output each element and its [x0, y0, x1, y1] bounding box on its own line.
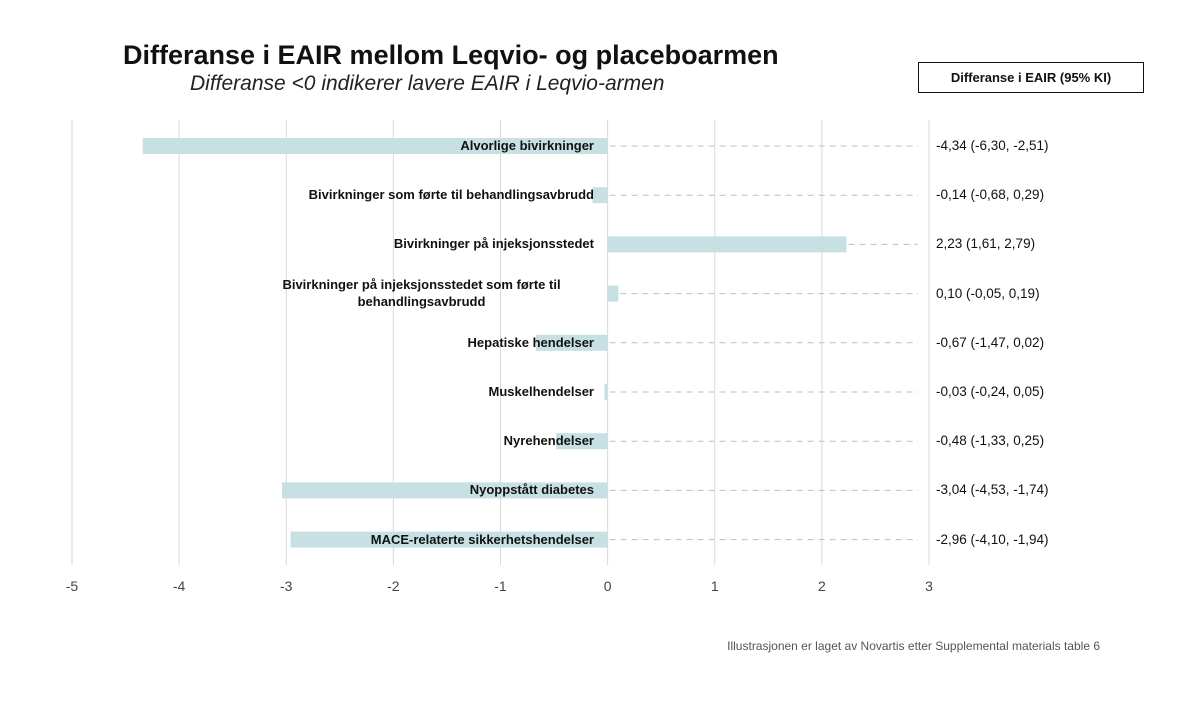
x-tick-label: 1	[711, 578, 719, 594]
x-tick-label: -2	[387, 578, 400, 594]
category-label: MACE-relaterte sikkerhetshendelser	[370, 531, 594, 547]
value-label: -0,48 (-1,33, 0,25)	[936, 433, 1045, 449]
bar	[290, 531, 608, 548]
category-label: Alvorlige bivirkninger	[460, 138, 594, 153]
bar	[607, 236, 847, 253]
value-label: 0,10 (-0,05, 0,19)	[936, 285, 1040, 301]
x-tick-label: -1	[494, 578, 507, 594]
x-axis-ticks: -5 -4 -3 -2 -1 0 1 2 3	[66, 578, 933, 594]
category-label: Bivirkninger på injeksjonsstedet	[393, 236, 594, 252]
category-label: Bivirkninger som førte til behandlingsav…	[308, 187, 594, 203]
x-tick-label: -3	[280, 578, 293, 594]
value-label: -4,34 (-6,30, -2,51)	[936, 138, 1049, 153]
x-tick-label: -5	[66, 578, 79, 594]
category-label: Muskelhendelser	[488, 384, 595, 399]
value-label: -3,04 (-4,53, -1,74)	[936, 482, 1049, 498]
x-tick-label: 2	[818, 578, 826, 594]
bar	[607, 285, 619, 302]
bar	[604, 384, 608, 400]
value-label: -0,03 (-0,24, 0,05)	[936, 384, 1045, 399]
category-label: Bivirkninger på injeksjonsstedet som før…	[282, 276, 561, 309]
bar	[535, 334, 608, 351]
category-label: Nyoppstått diabetes	[469, 482, 594, 498]
x-tick-label: 0	[604, 578, 612, 594]
x-tick-label: -4	[173, 578, 186, 594]
value-column-header: Differanse i EAIR (95% KI)	[918, 62, 1144, 93]
bar	[281, 482, 608, 499]
category-label: Hepatiske hendelser	[467, 334, 594, 350]
bars	[142, 138, 918, 548]
bar	[592, 187, 608, 204]
value-label: -0,14 (-0,68, 0,29)	[936, 187, 1045, 203]
chart-title: Differanse i EAIR mellom Leqvio- og plac…	[123, 40, 779, 70]
footnote: Illustrasjonen er laget av Novartis ette…	[727, 639, 1100, 653]
chart-subtitle: Differanse <0 indikerer lavere EAIR i Le…	[190, 72, 665, 95]
bar	[556, 433, 608, 450]
value-label: -0,67 (-1,47, 0,02)	[936, 334, 1045, 350]
value-label: 2,23 (1,61, 2,79)	[936, 236, 1036, 252]
x-tick-label: 3	[925, 578, 933, 594]
category-label: Nyrehendelser	[503, 433, 594, 449]
bar	[142, 138, 608, 154]
value-label: -2,96 (-4,10, -1,94)	[936, 531, 1049, 547]
